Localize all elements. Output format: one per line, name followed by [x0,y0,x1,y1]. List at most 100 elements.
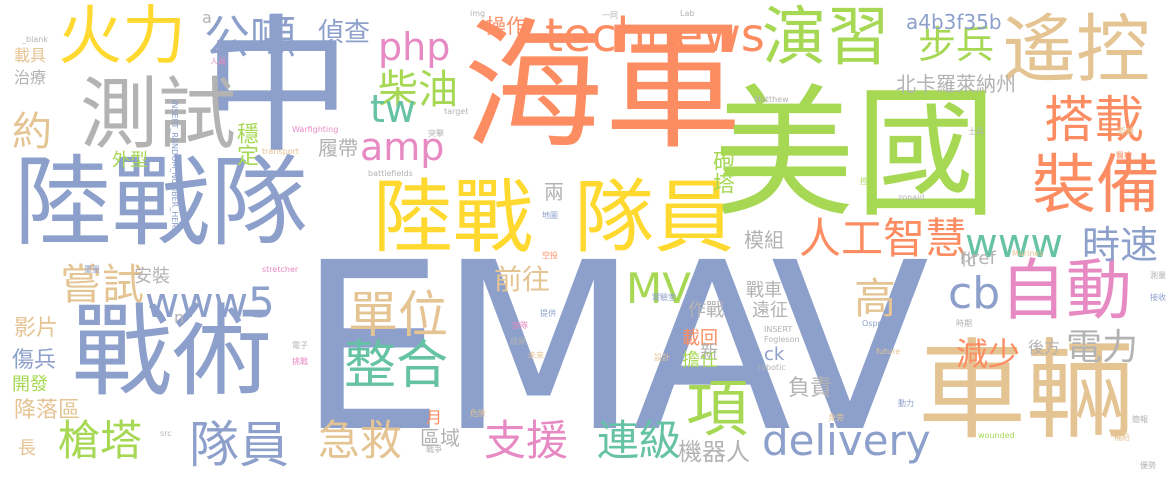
word: cb [948,268,1001,319]
word: INSERT_RANDOM_NUMBER_HERE [170,100,179,233]
word: 美國 [713,72,997,237]
word: 支援 [484,416,569,465]
word: 前往 [494,263,551,296]
word: 嘗試 [60,260,145,309]
word: 時期 [956,319,972,328]
word: MV [626,264,691,313]
word: 自動 [1000,252,1132,329]
word: Warfighting [292,125,339,134]
word: amp [360,125,445,169]
word: _blank [22,35,48,44]
word: 月 [426,408,443,427]
word: 戰爭 [426,445,442,454]
word: 砲塔 [709,150,734,194]
word: 擔任 [682,350,718,371]
word: img [470,9,486,18]
word: INSERT [764,325,793,334]
word: future [876,347,901,356]
word: 空投 [542,251,558,260]
word: 柴油 [378,67,458,113]
word: zonaid [898,193,925,202]
word: 海軍 [463,6,744,169]
word: Marines [1012,249,1044,258]
word: 降落區 [14,398,81,423]
word: n [174,308,185,327]
word: 地圖 [542,211,558,220]
word: 距離 [1118,127,1134,136]
word: target [444,107,469,116]
word: robotic [758,363,786,372]
word: 減少 [956,335,1021,373]
word: technews [545,8,765,62]
word: 模組 [744,228,784,252]
word: 安裝 [134,266,170,287]
word: 隊員 [189,416,289,474]
word: 公噸 [204,10,296,64]
word: 偵查 [318,18,371,48]
word: wounded [978,431,1015,440]
word: 電力 [1066,327,1139,368]
word: 戰術 [72,293,272,410]
word: 外型 [112,150,148,171]
word: 時速 [1082,223,1159,267]
word: 作戰 [688,300,724,321]
word: Fogleson [764,335,800,344]
word: 士兵 [968,127,984,136]
word: tw [370,87,416,131]
word: ck [764,344,785,365]
word: 控制 [860,177,876,186]
word: 簡報 [1132,415,1148,424]
word: 單位 [348,286,448,344]
word: 高 [854,274,897,323]
word: 補給 [1114,433,1130,442]
word: 治療 [14,68,47,87]
word: 人工智慧 [799,214,968,263]
word: 步兵 [918,23,995,67]
word: 項 [686,372,749,445]
word: 遙控 [1002,7,1150,93]
word: 化 [960,250,977,269]
word: 實驗室 [652,293,676,302]
word: 後方 [1028,338,1061,357]
word: 傷兵 [12,348,57,373]
word: EMAV [298,213,929,482]
word: href [960,248,996,269]
word: 載回 [682,328,718,349]
word: 載具 [14,46,47,65]
word: 影片 [14,316,59,341]
word: src [160,429,172,438]
word: 身旁 [828,413,844,422]
word: 測試 [80,70,237,160]
word: 設計 [654,353,670,362]
word: 兩 [544,180,564,204]
word: 負責 [788,376,833,401]
word: 戰車 [746,280,782,301]
word: 裝備 [1032,149,1160,223]
word: 約 [12,109,52,155]
word: 搭載 [1044,91,1144,149]
word: 機器人 [678,438,750,466]
word: delivery [762,416,931,465]
word: 一同 [602,11,618,20]
word: Osprey [862,319,891,328]
word: 整合 [344,336,449,396]
word: 接收 [1150,293,1166,302]
word: stretcher [262,265,299,274]
word: 成果 [510,337,526,346]
word: 部隊 [512,321,528,330]
word: 醫療 [1116,151,1132,160]
word: battlefields [368,169,413,178]
word: 未來 [528,351,544,360]
word: 動力 [898,399,914,408]
word: 陸戰隊 [14,146,309,260]
word: a [202,8,212,27]
word: php [378,25,451,69]
word: 開發 [12,374,48,395]
word: 人員 [210,57,226,66]
word: 重量 [84,265,100,274]
word: 車輛 [918,329,1135,454]
word: 北卡羅萊納州 [896,72,1016,96]
word: 隊員 [574,171,734,264]
word: www5 [145,278,275,327]
word: Matthew [754,95,789,104]
